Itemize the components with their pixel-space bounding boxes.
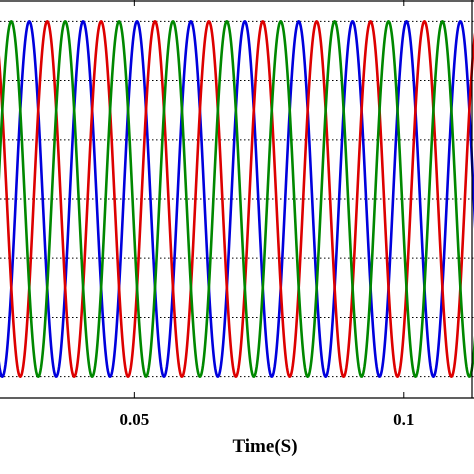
x-ticks: 0.05 0.1: [119, 0, 414, 429]
series-line-1: [0, 20, 474, 378]
x-tick-label-0: 0.05: [119, 410, 149, 429]
series-lines: [0, 20, 474, 378]
axes-frame: [0, 0, 474, 399]
series-line-0: [0, 20, 474, 378]
x-axis-label: Time(S): [232, 436, 297, 457]
x-tick-label-1: 0.1: [393, 410, 414, 429]
series-line-2: [0, 20, 474, 378]
